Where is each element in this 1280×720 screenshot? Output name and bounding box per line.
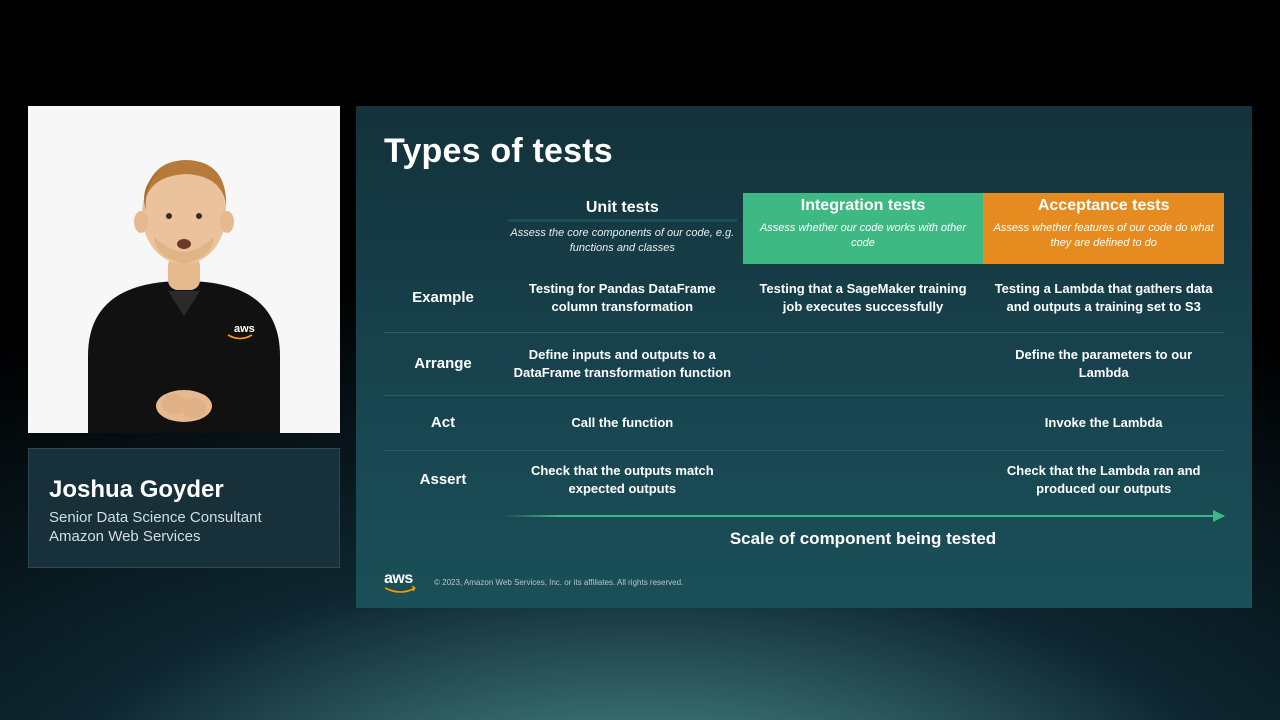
header-spacer: [384, 193, 502, 264]
presenter-title-line1: Senior Data Science Consultant: [49, 509, 262, 526]
row-label-arrange: Arrange: [384, 333, 502, 395]
cell-arrange-acceptance: Define the parameters to our Lambda: [983, 333, 1224, 395]
column-header-unit: Unit tests Assess the core components of…: [502, 193, 743, 264]
slide: Types of tests Unit tests Assess the cor…: [356, 106, 1252, 608]
cell-assert-acceptance: Check that the Lambda ran and produced o…: [983, 451, 1224, 509]
tests-table: Unit tests Assess the core components of…: [384, 193, 1224, 509]
presenter-title-line2: Amazon Web Services: [49, 528, 200, 545]
cell-act-unit: Call the function: [502, 396, 743, 450]
table-row-act: Act Call the function Invoke the Lambda: [384, 395, 1224, 450]
presenter-name: Joshua Goyder: [49, 477, 319, 503]
scale-arrow: [502, 515, 1224, 517]
table-row-example: Example Testing for Pandas DataFrame col…: [384, 264, 1224, 332]
column-title-acceptance: Acceptance tests: [989, 197, 1218, 217]
presenter-illustration: aws: [28, 106, 340, 433]
table-header-row: Unit tests Assess the core components of…: [384, 193, 1224, 264]
column-sub-integration: Assess whether our code works with other…: [749, 221, 978, 251]
table-body: Example Testing for Pandas DataFrame col…: [384, 264, 1224, 509]
cell-act-integration: [743, 396, 984, 450]
cell-arrange-unit: Define inputs and outputs to a DataFrame…: [502, 333, 743, 395]
shirt-logo-text: aws: [234, 323, 255, 335]
row-label-act: Act: [384, 396, 502, 450]
presenter-video: aws: [28, 106, 340, 433]
column-header-acceptance: Acceptance tests Assess whether features…: [983, 193, 1224, 264]
cell-assert-unit: Check that the outputs match expected ou…: [502, 451, 743, 509]
presenter-name-card: Joshua Goyder Senior Data Science Consul…: [28, 448, 340, 568]
table-row-arrange: Arrange Define inputs and outputs to a D…: [384, 332, 1224, 395]
column-title-integration: Integration tests: [749, 197, 978, 217]
scale-arrow-wrap: [384, 515, 1224, 517]
presenter-title: Senior Data Science Consultant Amazon We…: [49, 509, 319, 547]
column-header-integration: Integration tests Assess whether our cod…: [743, 193, 984, 264]
column-title-unit: Unit tests: [508, 199, 737, 222]
slide-title: Types of tests: [384, 132, 1224, 171]
copyright-text: © 2023, Amazon Web Services, Inc. or its…: [434, 578, 683, 587]
aws-logo: aws: [384, 570, 418, 594]
cell-arrange-integration: [743, 333, 984, 395]
column-sub-unit: Assess the core components of our code, …: [508, 226, 737, 256]
scale-label: Scale of component being tested: [384, 529, 1224, 549]
row-label-example: Example: [384, 264, 502, 332]
cell-example-unit: Testing for Pandas DataFrame column tran…: [502, 264, 743, 332]
cell-act-acceptance: Invoke the Lambda: [983, 396, 1224, 450]
cell-example-acceptance: Testing a Lambda that gathers data and o…: [983, 264, 1224, 332]
aws-logo-text: aws: [384, 570, 413, 587]
cell-assert-integration: [743, 451, 984, 509]
row-label-assert: Assert: [384, 451, 502, 509]
cell-example-integration: Testing that a SageMaker training job ex…: [743, 264, 984, 332]
table-row-assert: Assert Check that the outputs match expe…: [384, 450, 1224, 509]
slide-footer: aws © 2023, Amazon Web Services, Inc. or…: [384, 570, 683, 594]
column-sub-acceptance: Assess whether features of our code do w…: [989, 221, 1218, 251]
aws-swoosh-icon: [384, 586, 418, 594]
